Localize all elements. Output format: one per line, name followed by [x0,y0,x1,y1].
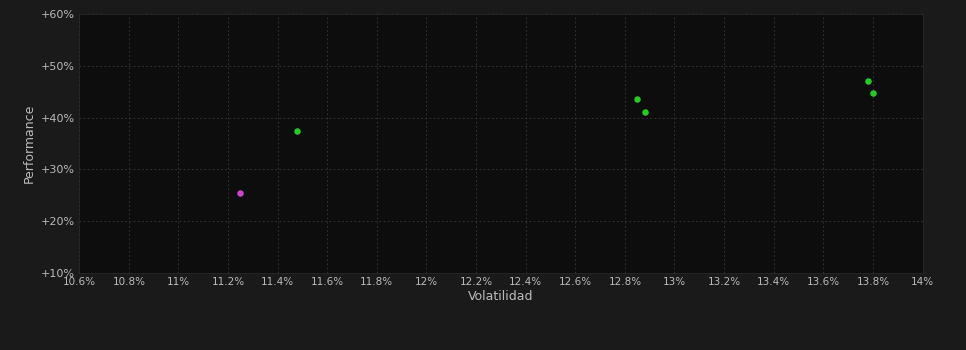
Point [630,97,645,102]
Point [861,78,876,84]
Point [290,128,305,133]
Point [866,90,881,96]
Y-axis label: Performance: Performance [22,104,36,183]
Point [233,190,248,196]
Point [637,110,652,115]
X-axis label: Volatilidad: Volatilidad [469,290,533,303]
